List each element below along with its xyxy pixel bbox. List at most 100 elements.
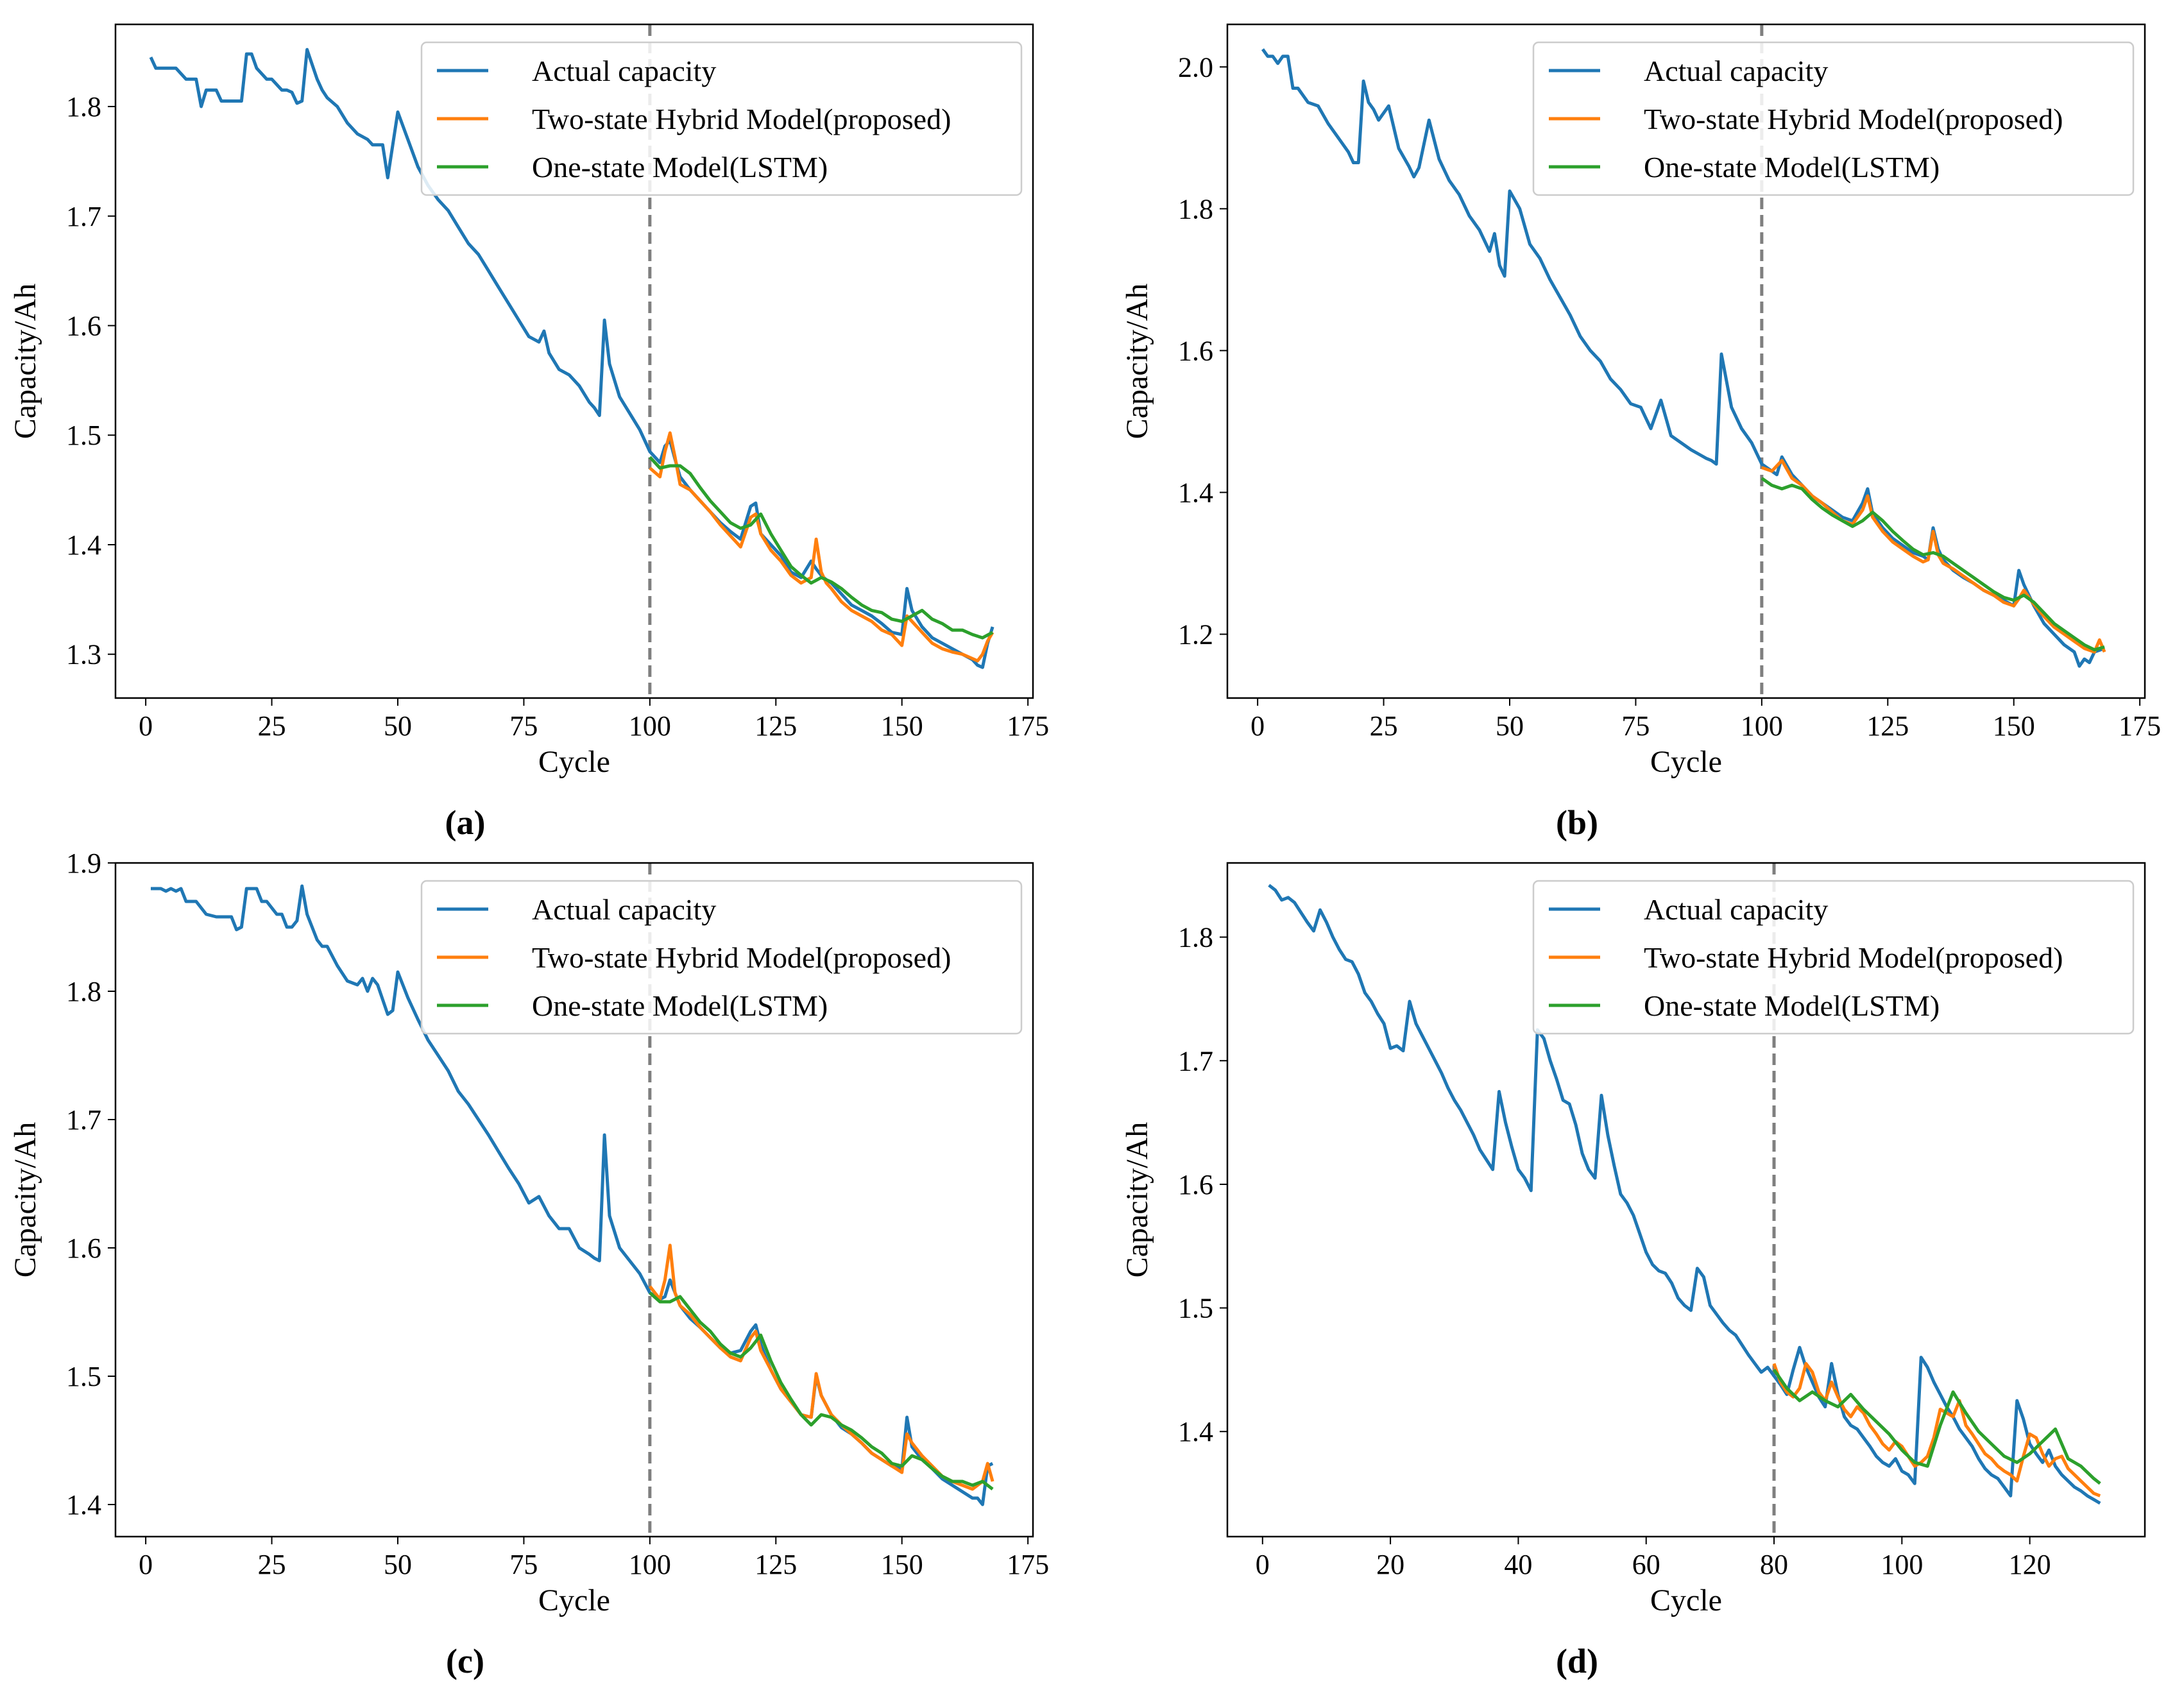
x-tick-label: 50: [384, 710, 412, 742]
y-axis-label: Capacity/Ah: [8, 284, 42, 439]
lstm-model-line: [1761, 477, 2105, 652]
legend: Actual capacity Two-state Hybrid Model(pr…: [420, 41, 1023, 196]
x-tick-label: 75: [509, 1549, 538, 1580]
y-tick-label: 1.4: [1178, 1416, 1213, 1447]
actual-capacity-line: [1268, 883, 2101, 1505]
chart-panel-b: 0 25 50 75 100 125 150 175 1.2 1.4 1.6 1.8 2.0 Cycle C…: [1120, 23, 2161, 842]
legend-entry: Actual capacity: [1644, 893, 1828, 926]
y-tick-label: 1.8: [66, 976, 101, 1007]
x-tick-label: 75: [1621, 710, 1650, 742]
legend: Actual capacity Two-state Hybrid Model(pr…: [420, 880, 1023, 1035]
y-tick-label: 1.8: [1178, 193, 1213, 225]
legend-entry: Two-state Hybrid Model(proposed): [1644, 103, 2063, 135]
x-tick-label: 40: [1504, 1549, 1532, 1580]
y-tick-label: 1.7: [66, 201, 101, 232]
legend-entry: One-state Model(LSTM): [532, 989, 828, 1022]
y-tick-label: 1.5: [66, 1361, 101, 1392]
panel-label: (d): [1556, 1642, 1598, 1680]
y-tick-label: 1.8: [1178, 922, 1213, 953]
y-tick-label: 2.0: [1178, 51, 1213, 83]
legend-entry: Two-state Hybrid Model(proposed): [1644, 941, 2063, 974]
x-tick-label: 25: [1370, 710, 1398, 742]
hybrid-model-line: [649, 431, 994, 663]
x-tick-label: 60: [1632, 1549, 1660, 1580]
legend-entry: Two-state Hybrid Model(proposed): [532, 103, 951, 135]
y-tick-label: 1.6: [66, 1232, 101, 1264]
y-tick-label: 1.9: [66, 848, 101, 879]
y-tick-label: 1.4: [66, 529, 101, 561]
x-tick-label: 120: [2009, 1549, 2051, 1580]
x-tick-label: 125: [755, 1549, 797, 1580]
x-tick-label: 100: [629, 710, 671, 742]
lstm-model-line: [649, 456, 994, 640]
y-tick-label: 1.3: [66, 639, 101, 670]
y-axis-label: Capacity/Ah: [8, 1122, 42, 1278]
x-tick-label: 0: [1250, 710, 1265, 742]
legend: Actual capacity Two-state Hybrid Model(pr…: [1532, 41, 2135, 196]
legend-entry: Two-state Hybrid Model(proposed): [532, 941, 951, 974]
x-tick-label: 125: [755, 710, 797, 742]
x-tick-label: 25: [258, 710, 286, 742]
x-tick-label: 150: [1993, 710, 2035, 742]
panel-label: (b): [1556, 803, 1598, 842]
x-axis-label: Cycle: [538, 1583, 610, 1617]
legend-entry: One-state Model(LSTM): [532, 151, 828, 183]
x-tick-label: 0: [139, 1549, 153, 1580]
x-tick-label: 100: [1741, 710, 1783, 742]
chart-panel-c: 0 25 50 75 100 125 150 175 1.4 1.5 1.6 1.7 1.8 1.9 Cyc…: [8, 848, 1049, 1680]
legend-box: [420, 880, 1023, 1035]
x-axis-label: Cycle: [538, 745, 610, 779]
x-tick-label: 150: [881, 710, 923, 742]
y-tick-label: 1.7: [66, 1104, 101, 1136]
x-tick-label: 175: [1007, 710, 1049, 742]
panel-label: (c): [446, 1642, 484, 1680]
y-tick-label: 1.2: [1178, 619, 1213, 651]
x-tick-label: 20: [1376, 1549, 1404, 1580]
legend-entry: Actual capacity: [532, 55, 716, 87]
hybrid-model-line: [1772, 1361, 2101, 1497]
x-axis-label: Cycle: [1650, 745, 1722, 779]
y-tick-label: 1.7: [1178, 1045, 1213, 1077]
x-tick-label: 0: [1256, 1549, 1270, 1580]
y-tick-label: 1.4: [1178, 477, 1213, 508]
x-tick-label: 75: [509, 710, 538, 742]
x-tick-label: 25: [258, 1549, 286, 1580]
axes-frame: [114, 23, 1034, 699]
x-axis-label: Cycle: [1650, 1583, 1722, 1617]
lstm-model-line: [649, 1292, 994, 1490]
x-tick-label: 100: [629, 1549, 671, 1580]
y-axis-label: Capacity/Ah: [1120, 284, 1154, 439]
legend-box: [1532, 880, 2135, 1035]
y-tick-label: 1.6: [1178, 335, 1213, 366]
x-tick-label: 175: [1007, 1549, 1049, 1580]
hybrid-model-line: [1761, 459, 2106, 654]
axes-frame: [114, 862, 1034, 1538]
legend-entry: One-state Model(LSTM): [1644, 989, 1940, 1022]
x-tick-label: 175: [2119, 710, 2161, 742]
legend-box: [420, 41, 1023, 196]
y-tick-label: 1.6: [66, 311, 101, 342]
x-tick-label: 50: [384, 1549, 412, 1580]
legend-entry: Actual capacity: [1644, 55, 1828, 87]
y-tick-label: 1.5: [1178, 1293, 1213, 1324]
actual-capacity-line: [149, 47, 994, 669]
legend-box: [1532, 41, 2135, 196]
chart-panel-a: 0 25 50 75 100 125 150 175 1.3 1.4 1.5 1.6 1.7 1.8 Cyc…: [8, 23, 1049, 842]
x-tick-label: 150: [881, 1549, 923, 1580]
x-tick-label: 0: [139, 710, 153, 742]
legend-entry: Actual capacity: [532, 893, 716, 926]
x-tick-label: 100: [1881, 1549, 1923, 1580]
legend-entry: One-state Model(LSTM): [1644, 151, 1940, 183]
y-tick-label: 1.5: [66, 420, 101, 451]
y-axis-label: Capacity/Ah: [1120, 1122, 1154, 1278]
panel-label: (a): [445, 803, 486, 842]
x-tick-label: 80: [1760, 1549, 1788, 1580]
y-tick-label: 1.8: [66, 91, 101, 123]
y-tick-label: 1.6: [1178, 1169, 1213, 1200]
lstm-model-line: [1772, 1369, 2101, 1485]
x-tick-label: 125: [1866, 710, 1909, 742]
axes-frame: [1226, 23, 2146, 699]
legend: Actual capacity Two-state Hybrid Model(pr…: [1532, 880, 2135, 1035]
chart-panel-d: 0 20 40 60 80 100 120 1.4 1.5 1.6 1.7 1.8 Cycle Capac…: [1120, 862, 2146, 1680]
